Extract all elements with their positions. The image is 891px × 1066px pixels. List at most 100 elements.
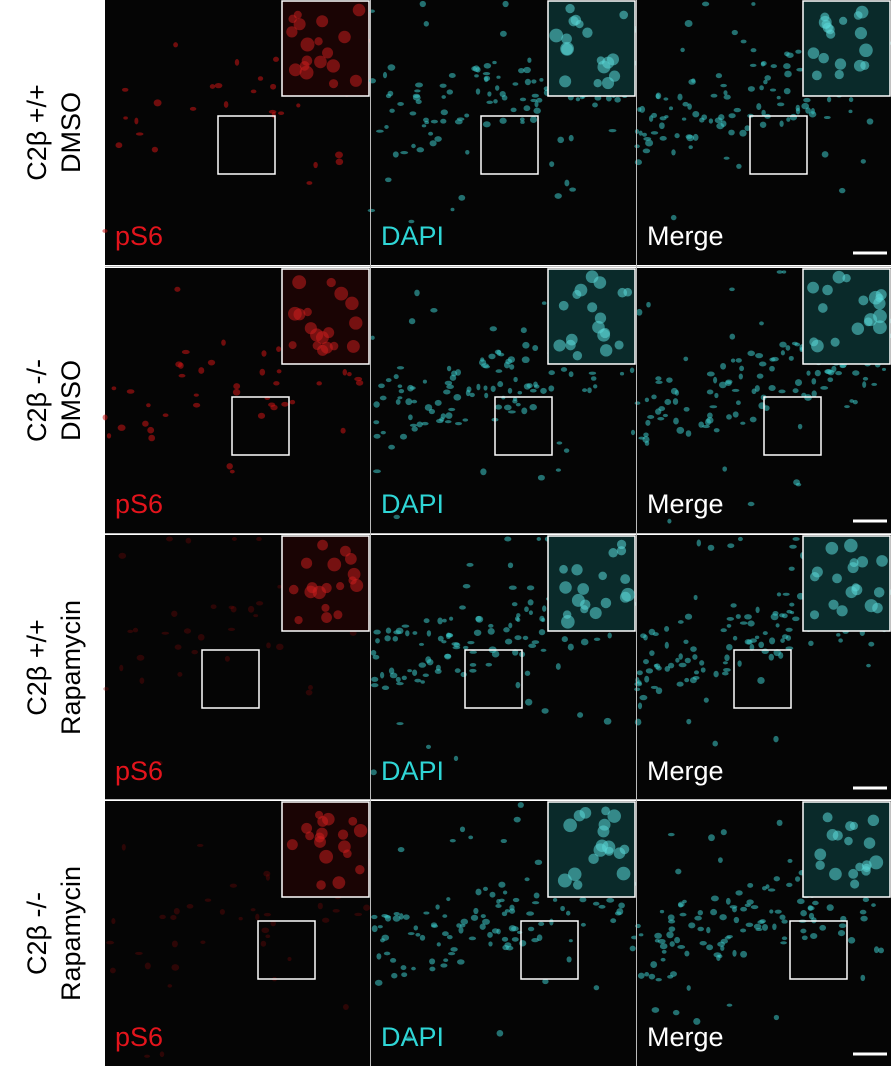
cell xyxy=(699,660,705,666)
cell xyxy=(650,961,658,969)
cell xyxy=(789,544,797,549)
cell xyxy=(720,362,727,370)
cell xyxy=(655,92,662,100)
cell xyxy=(156,760,163,766)
cell xyxy=(740,39,747,44)
cell xyxy=(440,118,447,124)
cell xyxy=(147,426,155,434)
inset-cell xyxy=(286,26,298,38)
cell xyxy=(548,370,555,376)
inset-cell xyxy=(557,873,572,888)
cell xyxy=(490,385,496,392)
cell xyxy=(519,97,527,102)
cell xyxy=(524,877,530,882)
cell xyxy=(370,683,379,688)
cell xyxy=(388,667,395,675)
cell xyxy=(821,151,829,158)
cell xyxy=(729,905,738,909)
cell xyxy=(173,42,179,48)
cell xyxy=(739,365,745,372)
cell xyxy=(507,562,514,569)
cell xyxy=(377,925,383,929)
cell xyxy=(411,966,416,971)
cell xyxy=(533,892,540,899)
inset-cell xyxy=(582,27,593,38)
cell xyxy=(482,365,491,369)
cell xyxy=(408,219,415,224)
cell xyxy=(795,49,802,54)
inset-cell xyxy=(565,339,576,351)
cell xyxy=(819,924,827,931)
cell xyxy=(681,117,687,121)
cell xyxy=(204,898,212,902)
cell xyxy=(260,940,267,947)
cell xyxy=(871,382,878,386)
cell xyxy=(171,610,178,617)
inset-cell xyxy=(561,33,572,45)
cell xyxy=(134,117,139,125)
cell xyxy=(383,951,391,956)
cell xyxy=(836,633,841,637)
cell xyxy=(523,105,531,112)
cell xyxy=(487,628,495,635)
cell xyxy=(560,905,565,912)
cell xyxy=(706,944,714,951)
cell xyxy=(502,890,508,895)
cell xyxy=(700,667,706,673)
cell xyxy=(444,380,453,386)
inset-cell xyxy=(314,37,323,46)
cell xyxy=(839,364,847,369)
cell xyxy=(459,605,466,610)
inset-cell xyxy=(616,539,627,550)
zoom-box xyxy=(480,115,539,175)
row-label-line: DMSO xyxy=(56,92,86,173)
inset-cell xyxy=(836,605,848,617)
cell xyxy=(549,918,554,926)
cell xyxy=(440,963,448,968)
cell xyxy=(812,900,819,906)
cell xyxy=(726,643,733,651)
cell xyxy=(701,114,708,121)
cell xyxy=(786,882,793,888)
cell xyxy=(710,908,718,916)
cell xyxy=(503,627,510,633)
cell xyxy=(437,617,443,625)
cell xyxy=(598,904,606,909)
cell xyxy=(174,644,182,650)
cell xyxy=(106,940,115,945)
inset-cell xyxy=(303,307,312,317)
cell xyxy=(774,909,782,914)
cell xyxy=(760,61,765,67)
cell xyxy=(781,919,788,924)
cell xyxy=(495,369,503,373)
inset-cell xyxy=(333,610,343,620)
cell xyxy=(667,662,675,669)
cell xyxy=(701,1,710,7)
inset-cell xyxy=(580,605,589,614)
cell xyxy=(762,886,767,891)
inset-cell xyxy=(345,296,359,311)
cell xyxy=(265,934,271,939)
cell xyxy=(522,341,530,349)
cell xyxy=(522,635,529,641)
cell xyxy=(234,59,240,66)
cell xyxy=(401,624,410,628)
cell xyxy=(420,680,425,684)
inset-cell xyxy=(349,74,362,87)
cell xyxy=(435,664,441,671)
inset-cell xyxy=(355,865,365,875)
cell xyxy=(873,946,880,954)
cell xyxy=(713,428,720,433)
inset-cell xyxy=(847,562,859,574)
cell xyxy=(148,434,156,442)
cell xyxy=(515,402,521,407)
cell xyxy=(554,193,562,199)
row-label-line: C2β +/+ xyxy=(22,84,52,181)
inset-cell xyxy=(807,281,819,294)
cell xyxy=(619,371,625,376)
cell xyxy=(533,107,541,114)
cell xyxy=(471,66,477,71)
cell xyxy=(781,936,788,941)
inset-cell xyxy=(593,79,602,88)
cell xyxy=(475,888,482,896)
